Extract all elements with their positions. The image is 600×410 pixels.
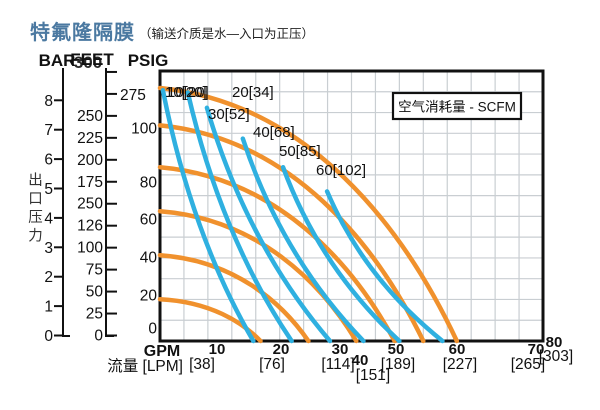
lpm-tick-label: [189] [381,356,415,373]
scfm-curve-5 [324,189,445,344]
scfm-curve-1 [185,90,294,344]
gpm-tick-label: 60 [449,341,466,358]
lpm-tick-label: [227] [443,356,477,373]
scfm-curve-4 [280,164,402,344]
lpm-tick-label: [76] [259,356,285,373]
feet-axis-header: FEET [70,50,114,69]
scfm-label-4: 50[85] [279,143,321,160]
psig-tick-label: 40 [140,250,158,267]
page-title: 特氟隆隔膜 [30,22,135,44]
bar-tick-label: 1 [44,299,53,316]
pressure-curve-5 [157,296,263,344]
legend-box [391,91,523,121]
bar-tick-label: 4 [44,210,53,227]
scfm-label-1: 20[34] [232,84,274,101]
psig-axis-header: PSIG [128,51,169,70]
gpm-unit-label: GPM [144,343,180,360]
flow-lpm-label: 流量 [LPM] [107,357,183,375]
gpm-tick-label: 50 [388,341,405,358]
pressure-curve-0 [157,85,460,344]
bar-tick-label: 0 [44,328,53,345]
feet-tick-label: 200 [77,152,103,169]
feet-275-label: 275 [120,87,146,104]
chart-header: 特氟隆隔膜 （输送介质是水—入口为正压） [30,16,314,45]
feet-tick-label: 0 [94,328,103,345]
scfm-curve-3 [240,136,366,344]
feet-tick-label: 50 [86,284,104,301]
psig-tick-label: 0 [148,321,157,338]
scfm-curve-2 [204,105,333,344]
bar-axis-header: BAR [39,51,76,70]
lpm-tick-label: [38] [189,356,215,373]
scfm-label-3: 40[68] [253,124,295,141]
feet-tick-label: 126 [77,218,103,235]
page-subtitle: （输送介质是水—入口为正压） [139,26,315,41]
pressure-curve-4 [157,252,311,344]
feet-tick-label: 175 [77,174,103,191]
psig-tick-label: 100 [131,121,157,138]
scfm-label-ghost: 10[20] [167,84,209,101]
gpm-tick-label: 30 [332,341,349,358]
bar-tick-label: 7 [44,122,53,139]
legend: 空气消耗量 - SCFM [391,91,523,121]
feet-axis-line [105,68,114,337]
scfm-label-0: 10[20] [165,84,207,101]
bar-tick-label: 3 [44,240,53,257]
feet-300-label: 300 [74,53,102,72]
scfm-curve-0 [160,87,256,344]
plot-border [158,69,545,343]
gpm-tick-label: 10 [209,341,226,358]
gpm-tick-label: 20 [273,341,290,358]
scfm-label-2: 30[52] [208,106,250,123]
bar-tick-label: 2 [44,269,53,286]
lpm-tick-label: [151] [356,367,390,384]
feet-tick-label: 225 [77,130,103,147]
scfm-label-5: 60[102] [316,162,366,179]
feet-tick-label: 250 [77,196,103,213]
pressure-curve-2 [157,164,397,344]
feet-tick-label: 75 [86,262,103,279]
psig-tick-label: 20 [140,288,158,305]
bar-tick-label: 6 [44,152,53,169]
bar-tick-label: 8 [44,93,53,110]
gpm-tick-label: 80 [546,334,563,351]
bar-axis-line [62,68,70,337]
feet-tick-label: 25 [86,306,103,323]
curves [157,85,460,344]
legend-label: 空气消耗量 - SCFM [398,100,516,115]
lpm-tick-label: [303] [539,348,573,365]
y-axis-title: 出口压力 [26,172,42,246]
feet-tick-label: 250 [77,108,103,125]
psig-tick-label: 60 [140,212,158,229]
bar-tick-label: 5 [44,181,53,198]
gpm-tick-label: 40 [352,352,369,369]
lpm-tick-label: [265] [511,356,545,373]
gpm-tick-label: 70 [528,341,545,358]
psig-tick-label: 80 [140,175,158,192]
lpm-tick-label: [114] [321,356,354,373]
feet-tick-label: 100 [77,240,103,257]
axis-ticks: 8765432102502252001752501261007550250100… [44,70,573,384]
scfm-curve-labels: 10[20]10[20] 20[34]30[52]40[68]50[85]60[1… [165,84,366,179]
